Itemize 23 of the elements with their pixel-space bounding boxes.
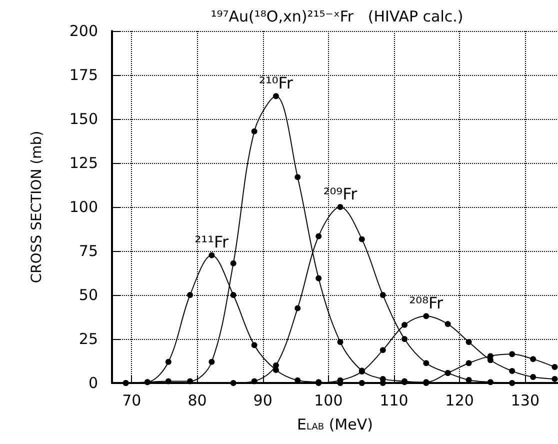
- series-label: ²⁰⁸Fr: [409, 294, 444, 313]
- series-label: ²¹¹Fr: [194, 232, 230, 252]
- x-tick-label: 130: [510, 392, 540, 410]
- y-tick-label: 125: [69, 154, 98, 172]
- y-tick-label: 175: [69, 66, 98, 84]
- series-label: ²¹⁰Fr: [259, 74, 294, 93]
- x-tick-label: 90: [253, 392, 272, 410]
- y-tick-label: 100: [69, 198, 98, 216]
- y-tick-label: 25: [78, 330, 98, 348]
- y-tick-label: 0: [88, 374, 98, 392]
- x-tick-label: 110: [380, 392, 408, 410]
- series-label: ²⁰⁹Fr: [323, 184, 358, 204]
- x-tick-label: 100: [314, 392, 343, 410]
- x-tick-label: 80: [188, 392, 207, 410]
- y-tick-label: 75: [78, 242, 98, 260]
- x-tick-label: 120: [445, 392, 474, 410]
- x-axis-title: ELAB (MeV): [297, 416, 373, 434]
- x-tick-label: 70: [122, 392, 142, 410]
- y-tick-label: 50: [78, 286, 98, 304]
- y-axis-title: CROSS SECTION (mb): [29, 130, 45, 284]
- y-tick-label: 150: [69, 110, 98, 128]
- chart-title: ¹⁹⁷Au(¹⁸O,xn)²¹⁵⁻ˣFr (HIVAP calc.): [210, 8, 464, 26]
- y-tick-label: 200: [69, 22, 98, 40]
